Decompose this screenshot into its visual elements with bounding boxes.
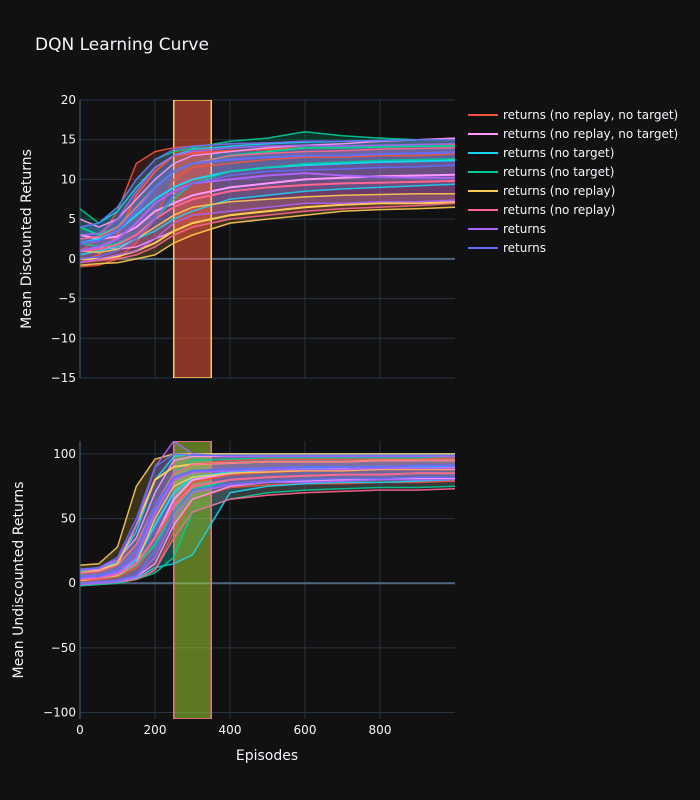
y-tick-label: 0 — [68, 252, 76, 266]
series-mean-line — [80, 172, 455, 252]
series-bound-line — [80, 158, 455, 248]
series-bound-line — [80, 453, 455, 566]
series-bound-line — [80, 206, 455, 266]
series-bound-line — [80, 476, 455, 584]
legend-item-label: returns (no replay) — [503, 203, 615, 217]
x-tick-label: 200 — [144, 723, 167, 737]
legend-item-label: returns (no target) — [503, 165, 614, 179]
series-bound-line — [80, 164, 455, 260]
series-bound-line — [80, 142, 455, 236]
series-bound-line — [80, 202, 455, 264]
top-panel: Mean Discounted Returns −15 −10 −5 0 5 10 15 20 — [19, 93, 455, 385]
legend-item-label: returns — [503, 241, 546, 255]
y-tick-label: −15 — [51, 371, 76, 385]
top-panel-ylabel: Mean Discounted Returns — [19, 149, 35, 329]
x-tick-label: 400 — [219, 723, 242, 737]
y-tick-label: 10 — [61, 172, 76, 186]
x-tick-label: 800 — [369, 723, 392, 737]
series-mean-line — [80, 180, 455, 252]
legend-item-label: returns (no replay, no target) — [503, 108, 678, 122]
series-bound-line — [80, 192, 455, 254]
series-bound-line — [80, 138, 455, 228]
instability-spike — [173, 100, 212, 378]
series-mean-line — [80, 467, 455, 580]
y-tick-label: −100 — [43, 706, 76, 720]
bottom-panel-ylabel: Mean Undiscounted Returns — [11, 482, 27, 679]
y-tick-label: −50 — [51, 641, 76, 655]
bottom-panel: Mean Undiscounted Returns −100 −50 0 50 100 0… — [11, 441, 455, 737]
y-tick-label: 5 — [68, 212, 76, 226]
y-tick-label: 50 — [61, 512, 76, 526]
chart-title: DQN Learning Curve — [35, 35, 209, 55]
legend-item-label: returns (no replay, no target) — [503, 127, 678, 141]
legend: returns (no replay, no target) returns (n… — [468, 108, 678, 255]
series-bound-line — [80, 183, 455, 256]
y-tick-label: −5 — [58, 292, 76, 306]
x-tick-label: 0 — [76, 723, 84, 737]
legend-item-label: returns (no replay) — [503, 184, 615, 198]
plot-area — [80, 441, 455, 719]
plot-area — [80, 100, 455, 378]
series-mean-line — [80, 201, 455, 260]
series-bound-line — [80, 453, 455, 570]
legend-item-label: returns (no target) — [503, 146, 614, 160]
series-bound-line — [80, 199, 455, 264]
series-bound-line — [80, 459, 455, 574]
series-bound-line — [80, 479, 455, 586]
x-tick-label: 600 — [294, 723, 317, 737]
y-tick-label: 100 — [53, 447, 76, 461]
series-mean-line — [80, 464, 455, 578]
y-tick-label: 20 — [61, 93, 76, 107]
y-tick-label: 0 — [68, 576, 76, 590]
series-mean-line — [80, 151, 455, 244]
y-tick-label: −10 — [51, 331, 76, 345]
x-axis-label: Episodes — [236, 748, 298, 764]
legend-item-label: returns — [503, 222, 546, 236]
series-mean-line — [80, 472, 455, 581]
series-bound-line — [80, 146, 455, 240]
y-tick-label: 15 — [61, 133, 76, 147]
